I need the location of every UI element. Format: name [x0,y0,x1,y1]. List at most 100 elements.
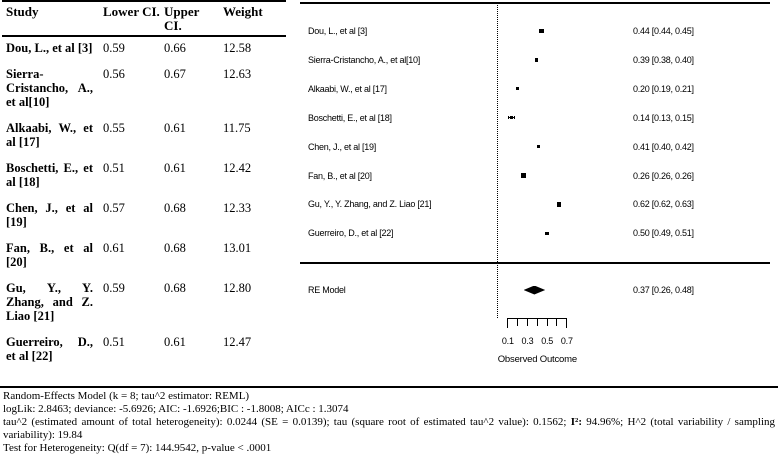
stats-line-heterogeneity: tau^2 (estimated amount of total heterog… [3,416,775,442]
heterogeneity-text-post: 94.96%; H^2 (total variability / samplin… [3,416,775,441]
axis-tick [546,318,548,326]
forest-study-label: Chen, J., et al [19] [308,141,377,152]
weight-cell: 12.42 [223,161,252,175]
lower-ci-cell: 0.55 [103,121,125,135]
table-row: Boschetti, E., et al [18] 0.51 0.61 12.4… [2,157,286,197]
estimate-marker [521,173,527,178]
table-row: Alkaabi, W., et al [17] 0.55 0.61 11.75 [2,117,286,157]
study-cell: Alkaabi, W., et al [17] [6,121,93,149]
estimate-annotation: 0.39 [0.38, 0.40] [633,54,694,65]
summary-annotation: 0.37 [0.26, 0.48] [633,285,694,295]
axis-tick-label: 0.5 [541,336,554,346]
stats-line-fit: logLik: 2.8463; deviance: -5.6926; AIC: … [3,403,349,415]
weight-cell: 11.75 [223,121,251,135]
study-cell: Fan, B., et al [20] [6,241,93,269]
lower-ci-cell: 0.51 [103,335,125,349]
axis-tick [507,318,509,328]
axis-tick [536,318,538,326]
upper-ci-cell: 0.61 [164,121,186,135]
lower-ci-cell: 0.57 [103,201,125,215]
header-study: Study [2,1,99,37]
axis-tick [526,318,528,326]
forest-plot: Observed Outcome Dou, L., et al [3] 0.44 … [298,0,776,386]
estimate-annotation: 0.26 [0.26, 0.26] [633,170,694,181]
weight-cell: 12.63 [223,67,252,81]
weight-cell: 12.58 [223,41,252,55]
table-row: Gu, Y., Y. Zhang, and Z. Liao [21] 0.59 … [2,277,286,331]
estimate-marker [539,28,544,34]
upper-ci-cell: 0.68 [164,241,186,255]
study-cell: Boschetti, E., et al [18] [6,161,93,189]
weight-cell: 12.33 [223,201,252,215]
table-row: Guerreiro, D., et al [22] 0.51 0.61 12.4… [2,331,286,371]
header-weight: Weight [219,1,286,37]
table-row: Fan, B., et al [20] 0.61 0.68 13.01 [2,237,286,277]
upper-ci-cell: 0.68 [164,201,186,215]
upper-ci-cell: 0.67 [164,67,186,81]
forest-study-label: Guerreiro, D., et al [22] [308,228,394,239]
stats-line-model: Random-Effects Model (k = 8; tau^2 estim… [3,390,250,402]
upper-ci-cell: 0.61 [164,161,186,175]
estimate-marker [545,231,549,235]
study-cell: Sierra-Cristancho, A., et al[10] [6,67,93,109]
forest-study-label: Boschetti, E., et al [18] [308,112,392,123]
study-ci-table: Study Lower CI. Upper CI. Weight Dou, L.… [2,0,286,371]
reference-line [497,3,498,318]
lower-ci-cell: 0.56 [103,67,125,81]
estimate-annotation: 0.41 [0.40, 0.42] [633,141,694,152]
forest-study-label: Alkaabi, W., et al [17] [308,83,387,94]
estimate-marker [556,202,562,207]
lower-ci-cell: 0.59 [103,41,125,55]
x-axis-title: Observed Outcome [497,354,577,365]
study-cell: Chen, J., et al [19] [6,201,93,229]
stats-footer: Random-Effects Model (k = 8; tau^2 estim… [3,390,775,455]
forest-study-label: Gu, Y., Y. Zhang, and Z. Liao [21] [308,199,432,210]
estimate-annotation: 0.44 [0.44, 0.45] [633,26,694,36]
footer-rule [0,386,778,388]
forest-study-label: Fan, B., et al [20] [308,170,372,181]
upper-ci-cell: 0.68 [164,281,186,295]
table-header-row: Study Lower CI. Upper CI. Weight [2,1,286,37]
header-lower-ci: Lower CI. [99,1,160,37]
estimate-annotation: 0.50 [0.49, 0.51] [633,228,694,239]
estimate-marker [534,58,539,62]
forest-study-label: Sierra-Cristancho, A., et al[10] [308,54,421,65]
study-cell: Gu, Y., Y. Zhang, and Z. Liao [21] [6,281,93,323]
table-row: Dou, L., et al [3] 0.59 0.66 12.58 [2,36,286,63]
table-row: Chen, J., et al [19] 0.57 0.68 12.33 [2,197,286,237]
lower-ci-cell: 0.59 [103,281,125,295]
axis-tick-label: 0.3 [521,336,534,346]
forest-study-label: Dou, L., et al [3] [308,26,368,36]
axis-tick [556,318,558,326]
lower-ci-cell: 0.61 [103,241,125,255]
upper-ci-cell: 0.66 [164,41,186,55]
axis-tick [517,318,519,326]
weight-cell: 13.01 [223,241,252,255]
table-row: Sierra-Cristancho, A., et al[10] 0.56 0.… [2,63,286,117]
estimate-marker [516,87,520,91]
summary-separator-rule [300,262,770,264]
weight-cell: 12.80 [223,281,252,295]
estimate-annotation: 0.20 [0.19, 0.21] [633,83,694,94]
axis-tick [566,318,568,328]
lower-ci-cell: 0.51 [103,161,125,175]
estimate-marker [536,145,540,148]
upper-ci-cell: 0.61 [164,335,186,349]
estimate-annotation: 0.62 [0.62, 0.63] [633,199,694,210]
summary-diamond [523,285,546,295]
axis-tick-label: 0.7 [560,336,573,346]
study-cell: Dou, L., et al [3] [6,41,93,55]
axis-tick-label: 0.1 [501,336,514,346]
ci-whisker-cap [508,115,510,120]
estimate-annotation: 0.14 [0.13, 0.15] [633,112,694,123]
plot-top-rule [300,2,770,4]
estimate-marker [510,116,514,120]
header-upper-ci: Upper CI. [160,1,219,37]
re-model-label: RE Model [308,285,346,295]
ci-whisker-cap [514,115,516,120]
i-squared-label: I²: [570,416,582,428]
study-cell: Guerreiro, D., et al [22] [6,335,93,363]
stats-line-q-test: Test for Heterogeneity: Q(df = 7): 144.9… [3,442,272,454]
weight-cell: 12.47 [223,335,252,349]
